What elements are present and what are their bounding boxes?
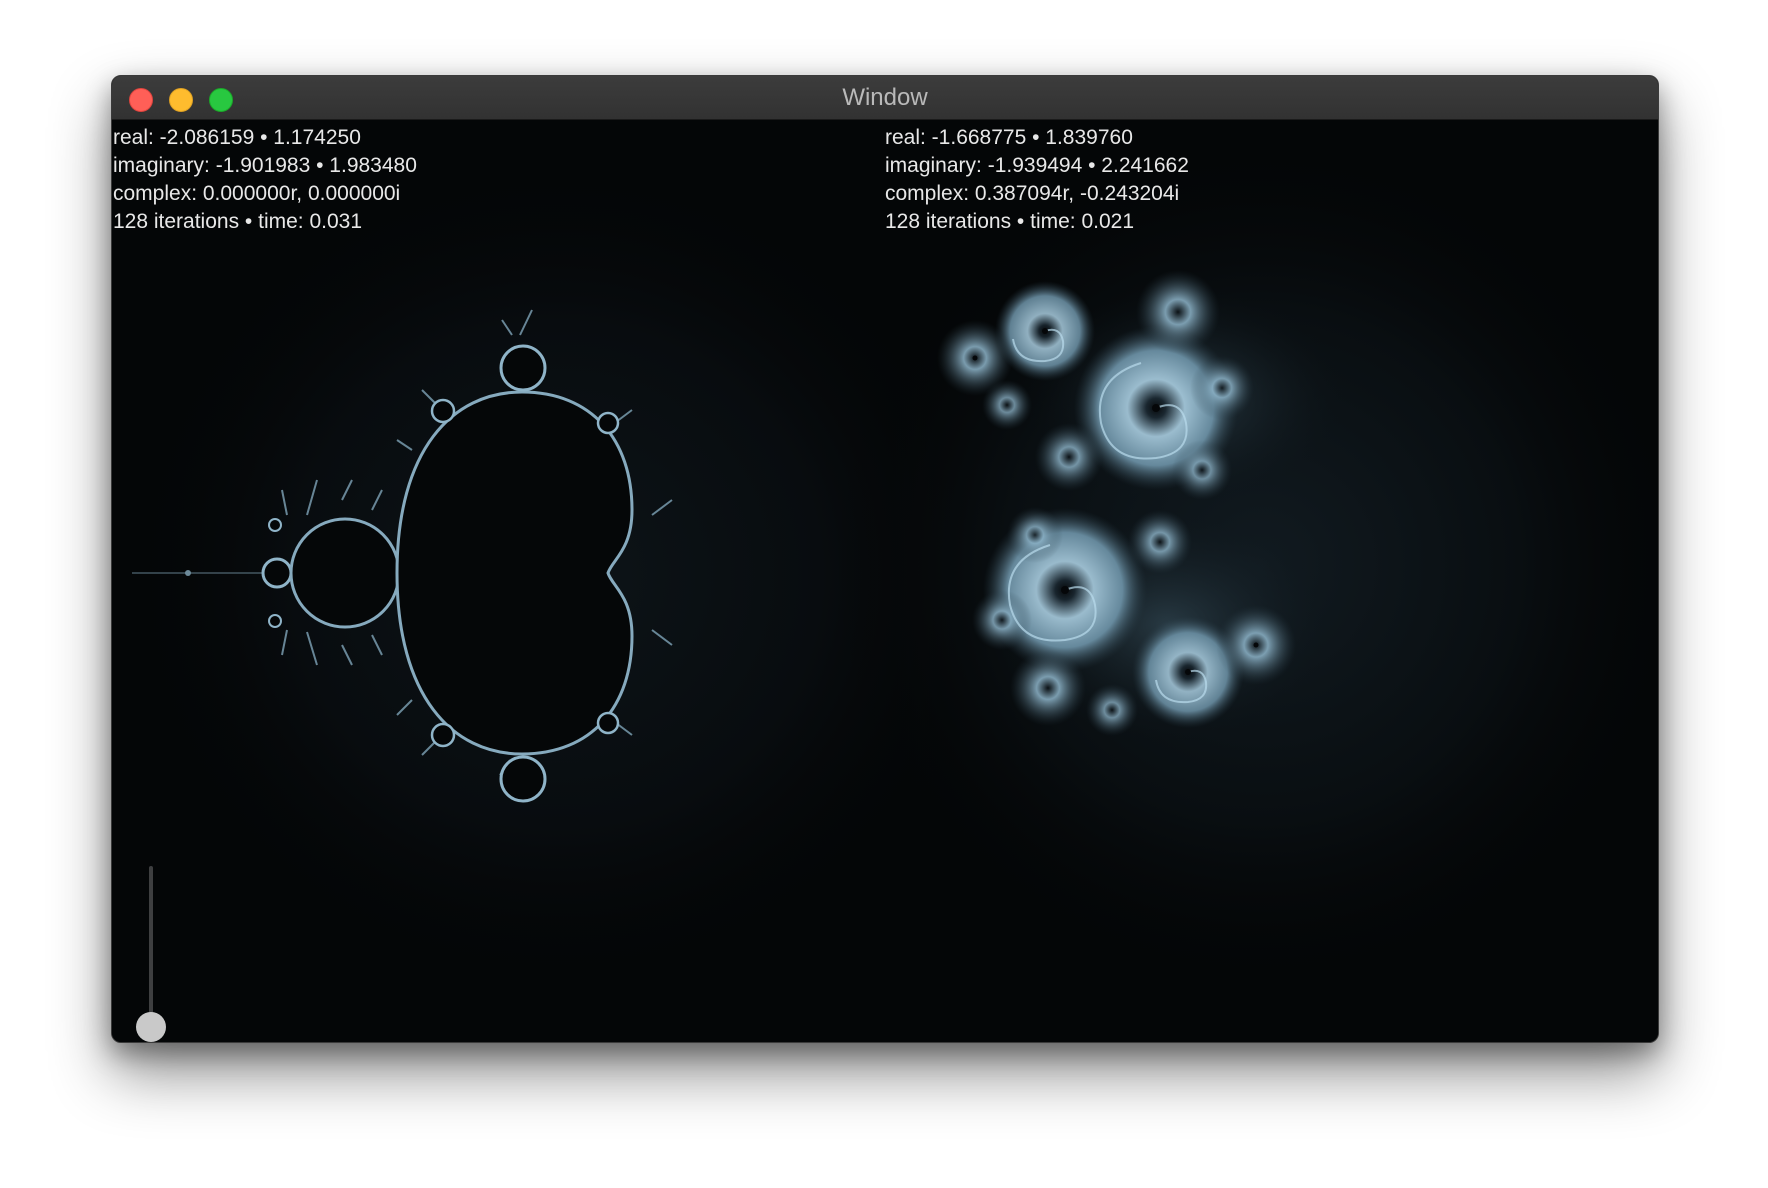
right-imaginary-range: imaginary: -1.939494 • 2.241662 [885,154,1189,177]
right-real-range: real: -1.668775 • 1.839760 [885,126,1133,149]
title-bar[interactable]: Window [112,76,1658,120]
close-button[interactable] [129,88,153,112]
julia-set [937,270,1347,745]
zoom-button[interactable] [209,88,233,112]
mandelbrot-set [132,309,673,803]
left-complex-value: complex: 0.000000r, 0.000000i [113,182,401,205]
left-real-range: real: -2.086159 • 1.174250 [113,126,361,149]
iterations-slider-knob[interactable] [136,1012,166,1042]
fractal-canvas-area[interactable]: real: -2.086159 • 1.174250 imaginary: -1… [112,120,1658,1042]
right-complex-value: complex: 0.387094r, -0.243204i [885,182,1180,205]
window-title: Window [842,84,928,111]
right-info-panel: real: -1.668775 • 1.839760 imaginary: -1… [885,124,1189,236]
left-imaginary-range: imaginary: -1.901983 • 1.983480 [113,154,417,177]
right-stats: 128 iterations • time: 0.021 [885,210,1134,233]
iterations-slider-track[interactable] [149,866,153,1026]
left-info-panel: real: -2.086159 • 1.174250 imaginary: -1… [113,124,417,236]
minimize-button[interactable] [169,88,193,112]
left-stats: 128 iterations • time: 0.031 [113,210,362,233]
app-window: Window [111,75,1659,1043]
fractal-canvas[interactable] [112,120,1658,1042]
